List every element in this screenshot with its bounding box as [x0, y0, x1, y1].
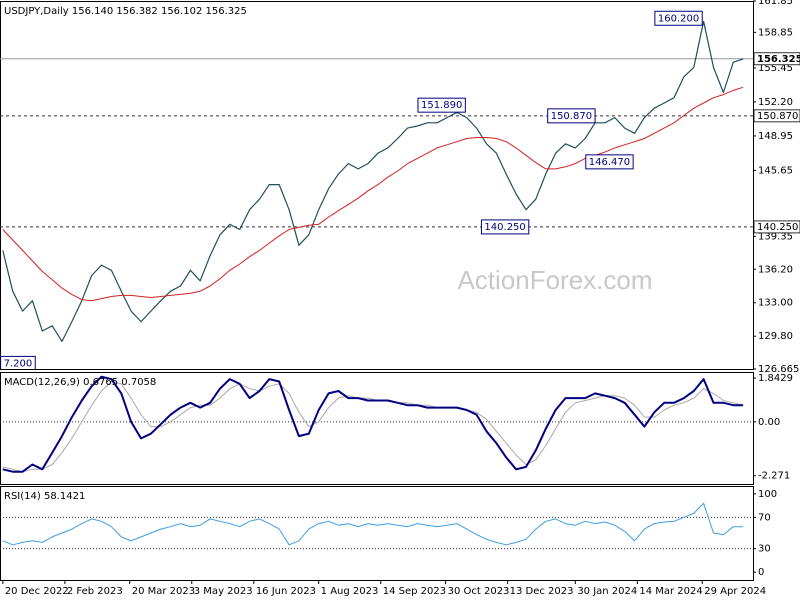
y-tick-label: 145.65: [758, 165, 793, 176]
series-line: [2, 86, 744, 302]
annotation-box: [480, 219, 530, 235]
x-tick-label: 20 Dec 2022: [5, 586, 69, 597]
x-tick-label: 30 Oct 2023: [448, 586, 510, 597]
annotation-box: [0, 355, 36, 369]
level-label: 150.870: [757, 111, 798, 122]
pane-frame: [0, 486, 754, 581]
x-tick-label: 2 Feb 2023: [67, 586, 123, 597]
watermark: ActionForex.com: [457, 265, 652, 295]
y-tick-label: 0: [758, 567, 764, 578]
y-tick-label: -2.271: [758, 471, 790, 482]
x-tick-label: 20 Mar 2023: [132, 586, 195, 597]
y-tick-label: 70: [758, 512, 771, 523]
pane-title: RSI(14) 58.1421: [4, 491, 85, 502]
pane-frame: [0, 1, 754, 370]
y-tick-label: 30: [758, 544, 771, 555]
annotation-box: [654, 10, 703, 26]
y-tick-label: 126.665: [758, 364, 799, 375]
level-label-box: [753, 109, 800, 123]
annotation-box: [417, 97, 466, 113]
annotation-box: [547, 108, 596, 124]
annotation-label: 151.890: [421, 100, 462, 111]
y-tick-label: 0.00: [758, 417, 780, 428]
y-tick-label: 152.20: [758, 97, 793, 108]
level-label: 156.325: [757, 54, 800, 65]
plot-area: [0, 375, 753, 473]
x-tick-label: 3 May 2023: [194, 586, 253, 597]
y-tick-label: 1.8429: [758, 373, 793, 384]
y-tick-label: 155.45: [758, 63, 793, 74]
x-tick-label: 16 Jun 2023: [256, 586, 316, 597]
series-line: [2, 375, 744, 473]
x-tick-label: 29 Apr 2024: [704, 586, 766, 597]
annotation-label: 146.470: [589, 157, 630, 168]
y-tick-label: 148.95: [758, 131, 793, 142]
series-line: [2, 20, 744, 342]
annotation-label: 7.200: [4, 358, 33, 369]
level-label-box: [753, 52, 800, 66]
y-tick-label: 136.20: [758, 264, 793, 275]
plot-area: ActionForex.com 160.200 151.890 150.870 146.…: [0, 10, 753, 369]
y-tick-label: 139.35: [758, 231, 793, 242]
x-tick-label: 14 Mar 2024: [639, 586, 702, 597]
pane-frame: [0, 372, 754, 485]
x-tick-label: 14 Sep 2023: [383, 586, 446, 597]
annotation-label: 150.870: [551, 111, 592, 122]
pane-title: MACD(12,26,9) 0.6765 0.7058: [4, 377, 156, 388]
y-tick-label: 133.00: [758, 298, 793, 309]
level-label-box: [753, 220, 800, 234]
y-tick-label: 129.80: [758, 331, 793, 342]
annotation-label: 140.250: [484, 222, 525, 233]
x-tick-label: 1 Aug 2023: [321, 586, 379, 597]
y-tick-label: 161.85: [758, 0, 793, 7]
level-label: 140.250: [757, 222, 798, 233]
y-tick-label: 100: [758, 489, 777, 500]
series-line: [2, 502, 744, 546]
annotation-box: [585, 154, 634, 170]
x-tick-label: 13 Dec 2023: [510, 586, 574, 597]
x-tick-label: 30 Jan 2024: [577, 586, 637, 597]
plot-area: [0, 502, 753, 550]
pane-title: USDJPY,Daily 156.140 156.382 156.102 156…: [4, 6, 247, 17]
y-tick-label: 158.85: [758, 27, 793, 38]
annotation-label: 160.200: [658, 13, 699, 24]
series-line: [2, 381, 744, 473]
